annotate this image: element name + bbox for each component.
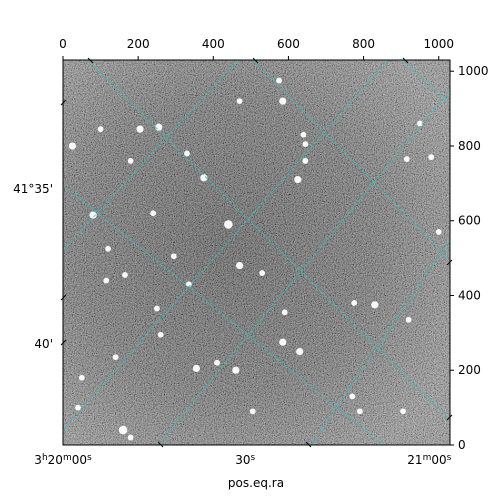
star	[192, 364, 200, 372]
star	[351, 300, 358, 306]
top-axis-tick-label: 800	[352, 37, 375, 51]
star	[103, 277, 110, 284]
right-axis-tick-label: 1000	[458, 64, 489, 78]
right-axis-tick-label: 0	[458, 438, 466, 452]
star	[224, 220, 233, 229]
star	[68, 142, 76, 150]
star	[122, 272, 128, 278]
sky-noise	[63, 60, 450, 445]
star	[294, 176, 302, 184]
star	[236, 98, 243, 105]
star	[75, 404, 81, 411]
right-axis-tick-label: 400	[458, 288, 481, 302]
grid-line	[252, 60, 450, 261]
coordinate-grid	[63, 60, 450, 445]
bottom-wcs-tick	[305, 441, 312, 448]
star	[232, 366, 240, 374]
star	[279, 97, 287, 105]
star	[349, 393, 356, 400]
star	[400, 408, 406, 415]
ra-tick-label: 30s	[235, 453, 255, 467]
grid-line	[402, 60, 450, 106]
star	[97, 126, 104, 133]
star	[184, 150, 190, 157]
left-wcs-tick	[60, 339, 67, 346]
ra-tick-label: 21m00s	[407, 453, 451, 467]
star	[235, 261, 244, 270]
star	[302, 141, 309, 148]
star	[89, 211, 97, 219]
star	[300, 131, 307, 138]
star	[435, 229, 442, 235]
top-axis-tick-label: 400	[202, 37, 225, 51]
bottom-wcs-tick	[157, 441, 164, 448]
star	[279, 338, 287, 346]
star	[154, 305, 160, 312]
star	[403, 156, 410, 162]
right-axis-tick-label: 800	[458, 139, 481, 153]
star	[259, 270, 266, 276]
right-wcs-tick	[446, 259, 453, 266]
star	[214, 359, 220, 366]
axis-ticks	[60, 56, 454, 448]
grid-line	[87, 60, 450, 421]
left-wcs-tick	[60, 99, 67, 106]
star	[136, 125, 144, 133]
star	[417, 120, 423, 127]
star	[302, 158, 309, 164]
star	[249, 408, 256, 415]
top-axis-tick-label: 1000	[423, 37, 454, 51]
top-axis-tick-label: 600	[277, 37, 300, 51]
star	[150, 210, 157, 217]
plot-frame	[62, 59, 451, 446]
x-axis-title: pos.eq.ra	[228, 476, 284, 490]
star	[356, 408, 363, 415]
left-wcs-tick	[60, 294, 67, 301]
star	[405, 316, 412, 323]
star	[276, 77, 282, 84]
image-area	[63, 60, 450, 445]
grid-line	[63, 60, 389, 431]
grid-line	[63, 184, 384, 445]
star	[118, 425, 128, 435]
star	[428, 154, 435, 161]
star	[157, 331, 164, 338]
star	[127, 434, 134, 441]
star	[78, 374, 85, 381]
star	[112, 354, 119, 361]
top-wcs-tick	[402, 57, 409, 64]
right-wcs-tick	[446, 414, 453, 421]
ra-tick-label: 3h20m00s	[34, 453, 92, 467]
dec-tick-label: 40'	[34, 337, 53, 351]
star	[296, 347, 304, 356]
star	[170, 253, 177, 260]
right-axis-tick-label: 200	[458, 363, 481, 377]
axis-tick-labels: 0 200 400 600 800 1000 0 200 400 600 800 1000 3h20m0…	[13, 37, 488, 467]
grid-line	[63, 60, 239, 251]
star	[105, 245, 111, 252]
dec-tick-label: 41°35'	[13, 182, 53, 196]
top-axis-tick-label: 200	[127, 37, 150, 51]
star	[371, 301, 379, 309]
star	[281, 309, 288, 316]
grid-line	[310, 239, 450, 445]
top-wcs-tick	[252, 57, 259, 64]
right-axis-tick-label: 600	[458, 214, 481, 228]
star	[127, 158, 134, 164]
grid-line	[157, 89, 450, 445]
star	[200, 174, 208, 182]
top-wcs-tick	[87, 57, 94, 64]
top-axis-tick-label: 0	[59, 37, 67, 51]
